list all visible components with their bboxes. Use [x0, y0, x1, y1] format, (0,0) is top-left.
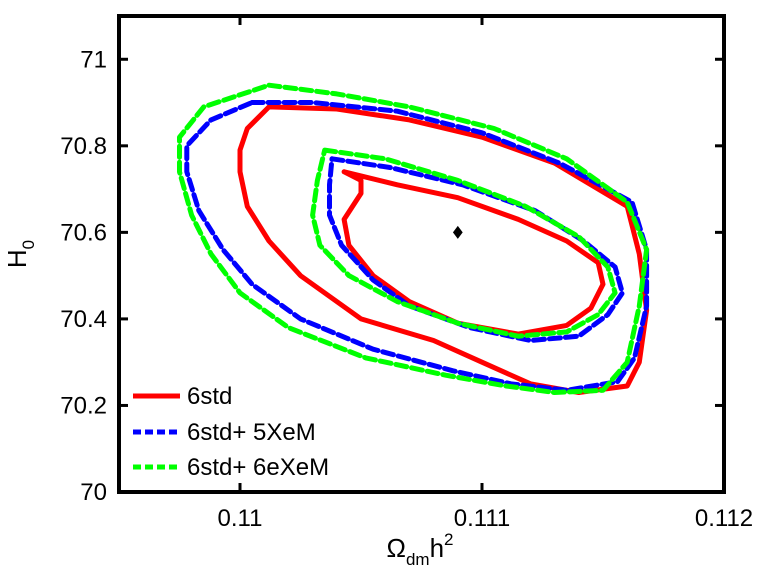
x-tick-label: 0.112 — [695, 505, 753, 532]
best-fit-marker — [452, 225, 463, 239]
contour-inner-series-0 — [341, 169, 606, 337]
x-axis-label: Ωdmh2 — [387, 530, 454, 569]
y-tick-label: 70.8 — [60, 133, 107, 160]
contour-outer-series-0 — [237, 104, 650, 395]
ticks-layer: 0.11 0.111 0.112 70 70.2 70.4 70.6 70.8 71 — [60, 16, 753, 532]
legend-label-1: 6std+ 5XeM — [187, 419, 316, 446]
contours-layer — [177, 82, 650, 395]
y-label-base: H — [2, 249, 32, 268]
x-label-sub: dm — [406, 550, 430, 569]
x-label-base: Ω — [387, 533, 406, 563]
y-tick-label: 70.6 — [60, 219, 107, 246]
y-tick-label: 70.4 — [60, 306, 107, 333]
marker-layer — [452, 225, 463, 239]
y-axis-label: H0 — [2, 240, 38, 268]
legend: 6std 6std+ 5XeM 6std+ 6eXeM — [133, 383, 329, 481]
x-label-mid: h — [430, 533, 444, 563]
y-tick-label: 71 — [80, 46, 107, 73]
x-tick-label: 0.11 — [218, 505, 263, 532]
legend-label-2: 6std+ 6eXeM — [187, 454, 329, 481]
contour-outer-series-2 — [177, 82, 650, 395]
y-label-sub: 0 — [19, 240, 38, 249]
legend-label-0: 6std — [187, 383, 232, 410]
y-tick-label: 70.2 — [60, 392, 107, 419]
contour-inner-series-2 — [310, 147, 618, 339]
y-tick-label: 70 — [80, 479, 107, 506]
x-tick-label: 0.111 — [454, 505, 511, 532]
x-label-sup: 2 — [444, 530, 453, 549]
contour-outer-series-1 — [184, 100, 650, 393]
plot-frame — [117, 14, 726, 494]
